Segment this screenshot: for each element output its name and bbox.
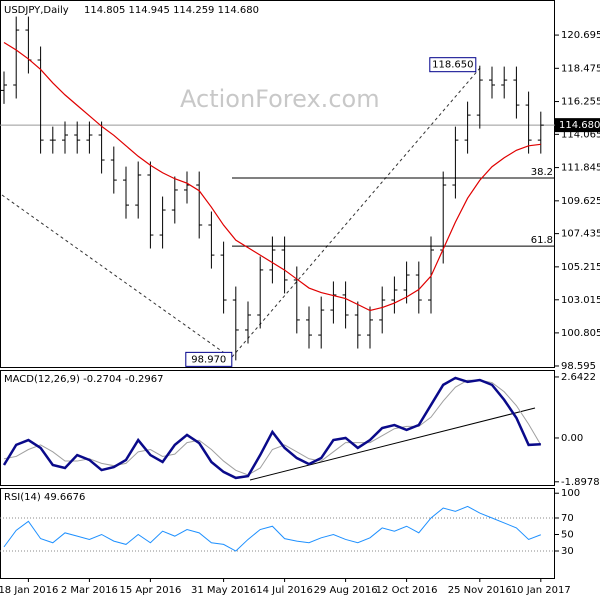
y-tick-label: 114.065 <box>561 129 600 140</box>
y-tick-label: 100 <box>561 488 580 499</box>
y-tick-label: 2.6422 <box>561 372 596 383</box>
macd-panel <box>0 370 555 486</box>
y-tick-label: -1.8978 <box>561 477 600 488</box>
rsi-panel <box>0 488 555 579</box>
trend-line <box>1 194 231 358</box>
x-tick-label: 31 May 2016 <box>191 585 256 596</box>
y-tick-label: 100.805 <box>561 328 600 339</box>
y-tick-label: 105.215 <box>561 262 600 273</box>
y-tick-label: 116.255 <box>561 97 600 108</box>
y-tick-label: 30 <box>561 546 574 557</box>
fib-label: 38.2 <box>531 167 553 178</box>
x-tick-label: 15 Apr 2016 <box>119 585 181 596</box>
x-tick-label: 2 Mar 2016 <box>61 585 118 596</box>
rsi-title: RSI(14) 49.6676 <box>4 492 85 503</box>
callout-box <box>429 57 477 73</box>
macd-title: MACD(12,26,9) -0.2704 -0.2967 <box>4 374 164 385</box>
y-tick-label: 120.695 <box>561 30 600 41</box>
x-tick-label: 10 Jan 2017 <box>511 585 571 596</box>
callout-label: 118.650 <box>432 60 473 71</box>
fib-label: 61.8 <box>531 235 553 246</box>
price-title: USDJPY,Daily <box>4 5 69 16</box>
y-tick-label: 103.015 <box>561 295 600 306</box>
rsi-line <box>3 505 541 552</box>
x-tick-label: 18 Jan 2016 <box>0 585 58 596</box>
macd-line <box>3 379 542 476</box>
callout-label: 98.970 <box>191 354 226 365</box>
y-tick-label: 0.00 <box>561 433 583 444</box>
x-tick-label: 25 Nov 2016 <box>448 585 512 596</box>
y-tick-label: 109.625 <box>561 196 600 207</box>
y-tick-label: 111.845 <box>561 163 600 174</box>
y-tick-label: 50 <box>561 529 574 540</box>
y-tick-label: 70 <box>561 513 574 524</box>
macd-line <box>2 376 541 480</box>
macd-trend-line <box>249 407 536 481</box>
y-tick-label: 98.595 <box>561 361 596 372</box>
x-tick-label: 29 Aug 2016 <box>314 585 378 596</box>
watermark: ActionForex.com <box>180 85 380 113</box>
callout-box <box>185 351 233 367</box>
y-tick-label: 118.475 <box>561 63 600 74</box>
last-price-box <box>555 118 600 133</box>
x-tick-label: 12 Oct 2016 <box>376 585 438 596</box>
last-price-label: 114.680 <box>559 120 600 131</box>
price-subtitle: 114.805 114.945 114.259 114.680 <box>84 5 259 16</box>
x-tick-label: 14 Jul 2016 <box>256 585 313 596</box>
moving-average <box>3 41 541 312</box>
y-tick-label: 107.435 <box>561 229 600 240</box>
price-panel <box>0 0 555 368</box>
